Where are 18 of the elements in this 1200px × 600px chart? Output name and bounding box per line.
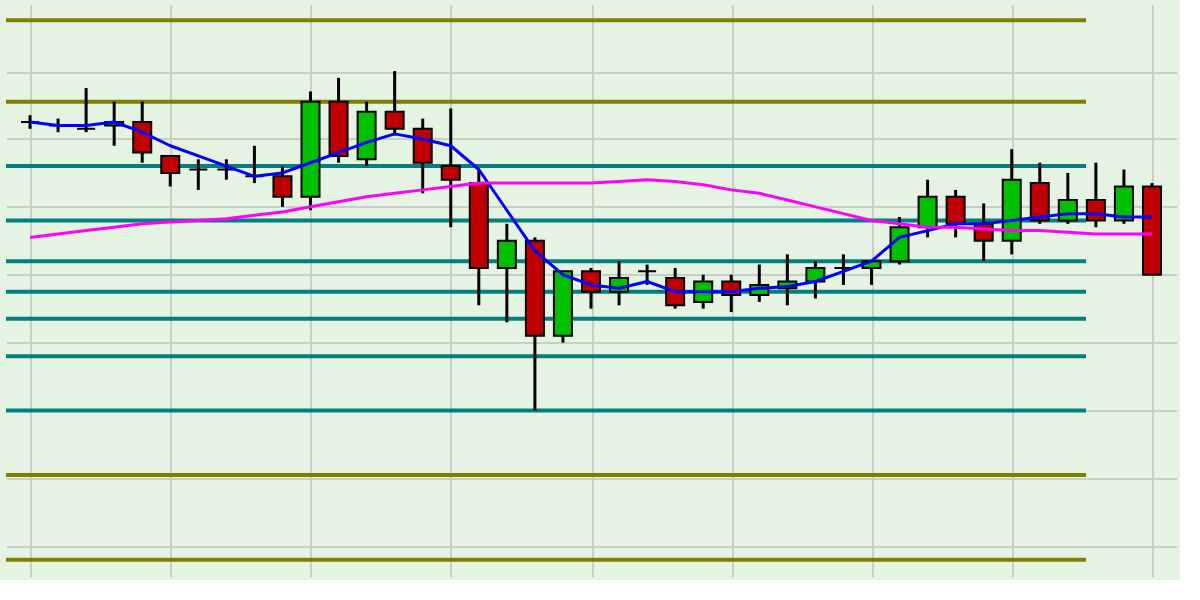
candlestick — [1029, 161, 1050, 226]
candlestick — [412, 117, 433, 195]
candlestick — [833, 252, 854, 287]
candlestick — [132, 100, 153, 165]
candlestick — [1113, 168, 1134, 226]
candlestick — [889, 215, 910, 267]
candlestick — [216, 157, 237, 182]
candlestick — [384, 69, 405, 138]
candlestick — [160, 154, 181, 188]
candlestick — [496, 222, 517, 324]
candlestick — [917, 178, 938, 239]
candlestick — [188, 157, 209, 192]
candlestick — [272, 164, 293, 209]
candlestick — [440, 106, 461, 229]
candlestick — [356, 100, 377, 168]
candlestick — [76, 86, 97, 134]
candlestick — [945, 188, 966, 239]
candlestick — [637, 263, 658, 287]
